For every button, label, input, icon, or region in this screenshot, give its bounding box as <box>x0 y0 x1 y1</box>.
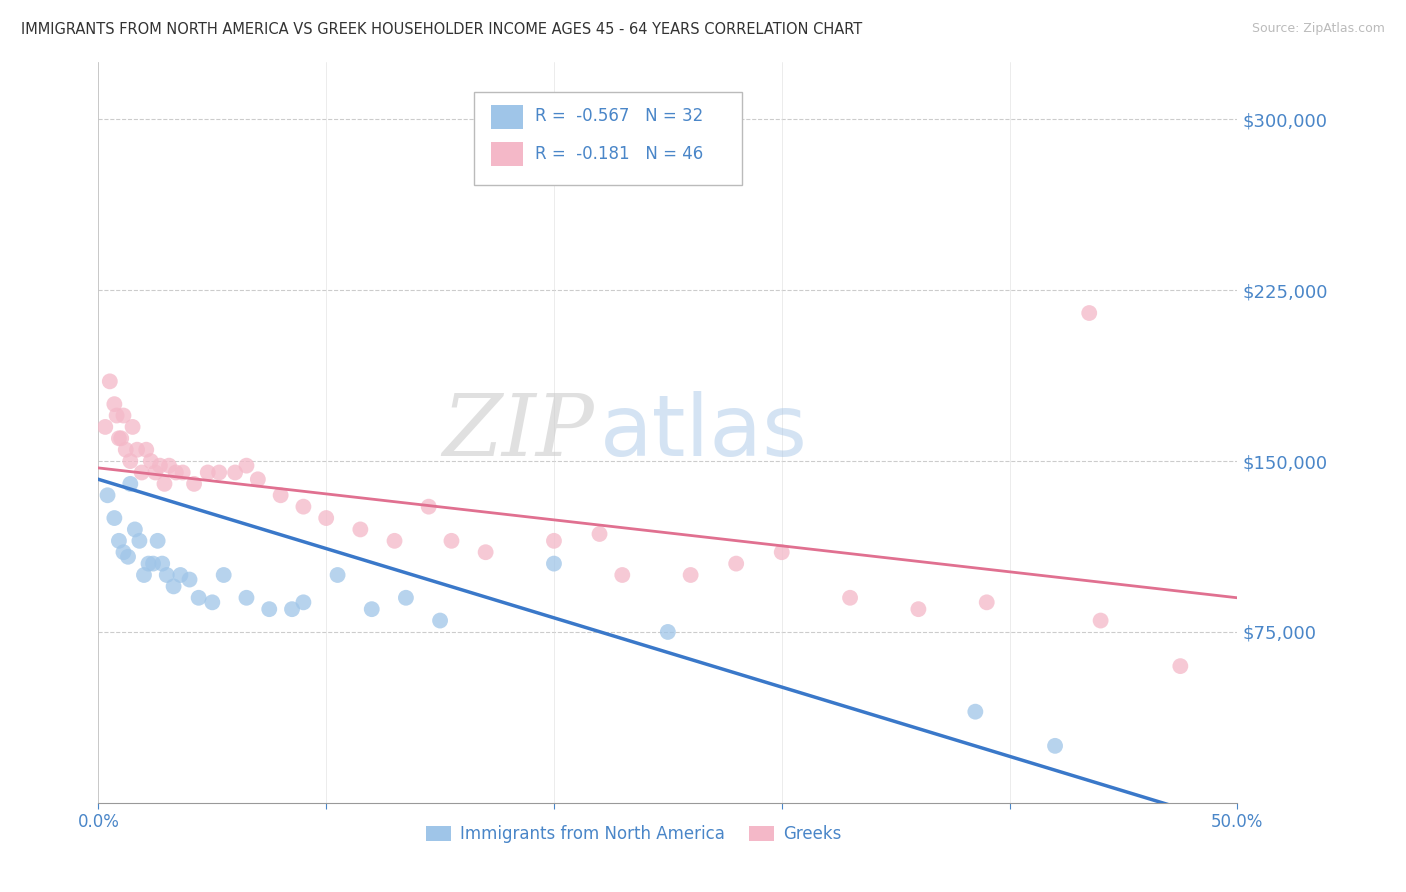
FancyBboxPatch shape <box>474 92 742 185</box>
Point <box>127 442 149 457</box>
Point <box>208 466 231 480</box>
Point <box>246 472 269 486</box>
Point <box>162 579 184 593</box>
Point <box>142 557 165 571</box>
FancyBboxPatch shape <box>491 105 523 129</box>
Point <box>124 523 146 537</box>
Point <box>146 533 169 548</box>
Point <box>543 557 565 571</box>
Point <box>103 397 125 411</box>
Point <box>360 602 382 616</box>
Point <box>292 595 315 609</box>
Point <box>172 466 194 480</box>
Point <box>281 602 304 616</box>
Y-axis label: Householder Income Ages 45 - 64 years: Householder Income Ages 45 - 64 years <box>0 286 7 579</box>
Point <box>1078 306 1101 320</box>
Point <box>157 458 180 473</box>
Text: R =  -0.181   N = 46: R = -0.181 N = 46 <box>534 145 703 162</box>
Text: Source: ZipAtlas.com: Source: ZipAtlas.com <box>1251 22 1385 36</box>
Point <box>128 533 150 548</box>
Point <box>108 431 131 445</box>
Point <box>114 442 136 457</box>
Point <box>138 557 160 571</box>
Point <box>121 420 143 434</box>
Point <box>679 568 702 582</box>
Point <box>132 568 155 582</box>
Point <box>117 549 139 564</box>
FancyBboxPatch shape <box>491 143 523 166</box>
Point <box>907 602 929 616</box>
Point <box>183 476 205 491</box>
Point <box>1090 614 1112 628</box>
Point <box>725 557 748 571</box>
Point <box>440 533 463 548</box>
Point <box>98 375 121 389</box>
Point <box>612 568 634 582</box>
Legend: Immigrants from North America, Greeks: Immigrants from North America, Greeks <box>419 819 848 850</box>
Point <box>270 488 292 502</box>
Point <box>131 466 153 480</box>
Point <box>292 500 315 514</box>
Point <box>543 533 565 548</box>
Point <box>395 591 418 605</box>
Point <box>139 454 162 468</box>
Point <box>150 557 173 571</box>
Point <box>120 454 142 468</box>
Point <box>976 595 998 609</box>
Point <box>103 511 125 525</box>
Point <box>156 568 179 582</box>
Point <box>588 527 610 541</box>
Point <box>135 442 157 457</box>
Point <box>770 545 793 559</box>
Point <box>965 705 987 719</box>
Point <box>120 476 142 491</box>
Text: IMMIGRANTS FROM NORTH AMERICA VS GREEK HOUSEHOLDER INCOME AGES 45 - 64 YEARS COR: IMMIGRANTS FROM NORTH AMERICA VS GREEK H… <box>21 22 862 37</box>
Point <box>145 466 167 480</box>
Text: ZIP: ZIP <box>441 392 593 474</box>
Point <box>1170 659 1192 673</box>
Point <box>235 458 257 473</box>
Point <box>179 573 201 587</box>
Point <box>96 488 118 502</box>
Point <box>169 568 191 582</box>
Point <box>315 511 337 525</box>
Point <box>235 591 257 605</box>
Point <box>187 591 209 605</box>
Point <box>839 591 862 605</box>
Point <box>474 545 496 559</box>
Point <box>94 420 117 434</box>
Point <box>112 409 135 423</box>
Point <box>429 614 451 628</box>
Point <box>212 568 235 582</box>
Point <box>259 602 281 616</box>
Point <box>349 523 371 537</box>
Point <box>149 458 172 473</box>
Point <box>224 466 246 480</box>
Point <box>201 595 224 609</box>
Point <box>108 533 131 548</box>
Point <box>384 533 406 548</box>
Point <box>197 466 219 480</box>
Point <box>657 624 679 639</box>
Point <box>418 500 440 514</box>
Point <box>326 568 349 582</box>
Point <box>110 431 132 445</box>
Text: atlas: atlas <box>599 391 807 475</box>
Point <box>165 466 187 480</box>
Point <box>153 476 176 491</box>
Text: R =  -0.567   N = 32: R = -0.567 N = 32 <box>534 108 703 126</box>
Point <box>1043 739 1066 753</box>
Point <box>105 409 128 423</box>
Point <box>112 545 135 559</box>
